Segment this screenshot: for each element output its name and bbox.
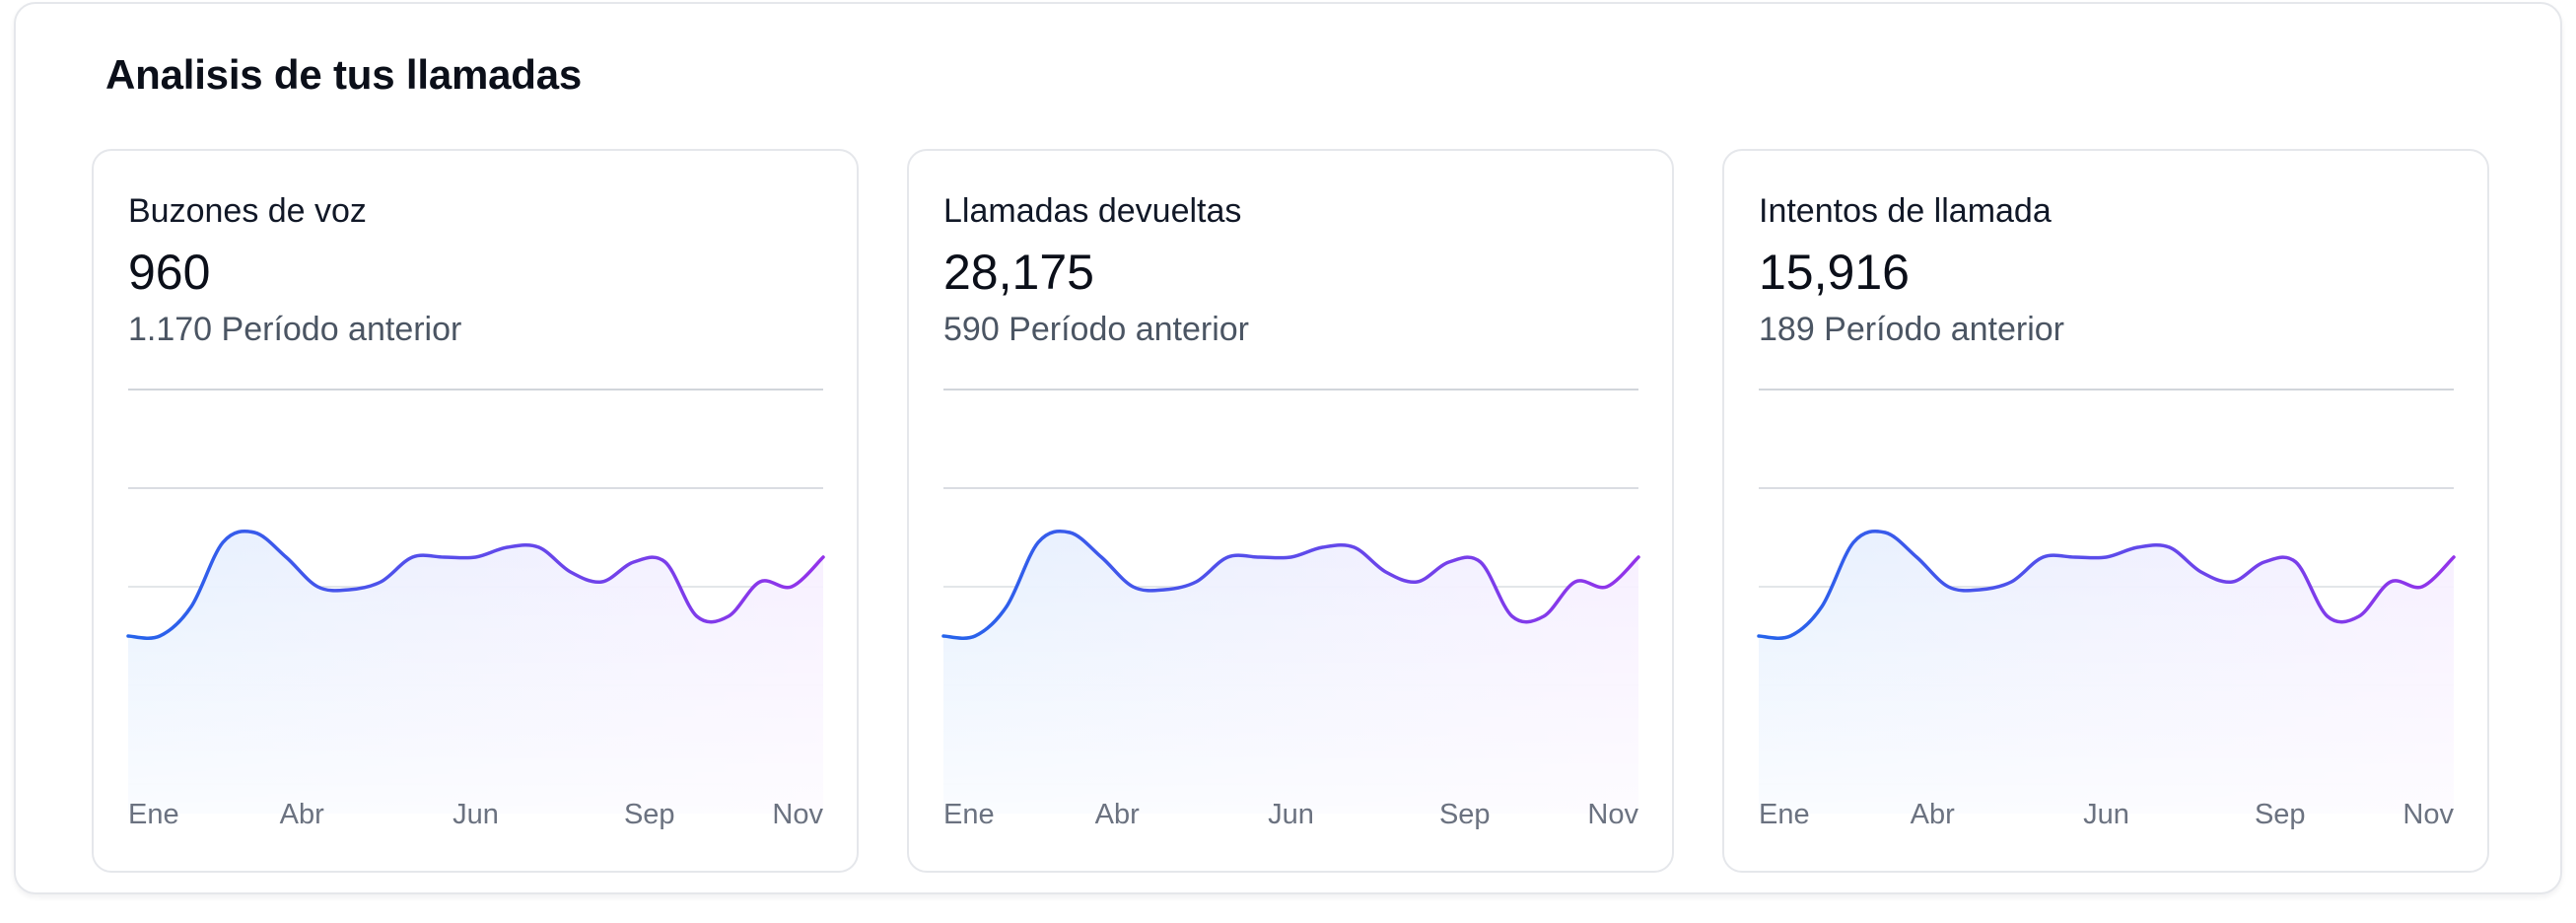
x-tick-label: Ene	[1759, 799, 1810, 830]
voicemail-card: Buzones de voz 960 1.170 Período anterio…	[92, 149, 859, 873]
card-previous-period: 189 Período anterior	[1759, 311, 2064, 348]
x-tick-label: Abr	[1095, 799, 1140, 830]
call-analysis-panel: Analisis de tus llamadas Buzones de voz …	[14, 2, 2562, 894]
card-label: Buzones de voz	[128, 192, 367, 230]
x-tick-label: Jun	[1268, 799, 1314, 830]
series-line	[1757, 530, 2456, 640]
x-tick-label: Jun	[453, 799, 499, 830]
x-tick-label: Nov	[1587, 799, 1638, 830]
x-tick-label: Ene	[943, 799, 995, 830]
x-tick-label: Nov	[2402, 799, 2454, 830]
card-previous-period: 590 Período anterior	[943, 311, 1249, 348]
x-tick-label: Abr	[280, 799, 324, 830]
x-tick-label: Sep	[2255, 799, 2306, 830]
series-line	[126, 530, 825, 640]
area-fade	[943, 390, 1638, 814]
area-chart: Ene Abr Jun Sep Nov	[126, 389, 825, 830]
card-value: 28,175	[943, 245, 1094, 300]
card-value: 15,916	[1759, 245, 1910, 300]
area-fade	[128, 390, 823, 814]
card-previous-period: 1.170 Período anterior	[128, 311, 462, 348]
card-value: 960	[128, 245, 211, 300]
x-tick-label: Nov	[772, 799, 823, 830]
card-label: Intentos de llamada	[1759, 192, 2052, 230]
area-chart: Ene Abr Jun Sep Nov	[1757, 389, 2456, 830]
returned-calls-card: Llamadas devueltas 28,175 590 Período an…	[907, 149, 1674, 873]
panel-title: Analisis de tus llamadas	[105, 51, 583, 98]
x-tick-label: Abr	[1911, 799, 1955, 830]
x-tick-label: Sep	[624, 799, 675, 830]
area-chart: Ene Abr Jun Sep Nov	[941, 389, 1640, 830]
call-attempts-card: Intentos de llamada 15,916 189 Período a…	[1722, 149, 2489, 873]
area-fade	[1759, 390, 2454, 814]
card-label: Llamadas devueltas	[943, 192, 1242, 230]
x-tick-label: Ene	[128, 799, 179, 830]
x-tick-label: Sep	[1439, 799, 1491, 830]
x-tick-label: Jun	[2083, 799, 2129, 830]
series-line	[941, 530, 1640, 640]
